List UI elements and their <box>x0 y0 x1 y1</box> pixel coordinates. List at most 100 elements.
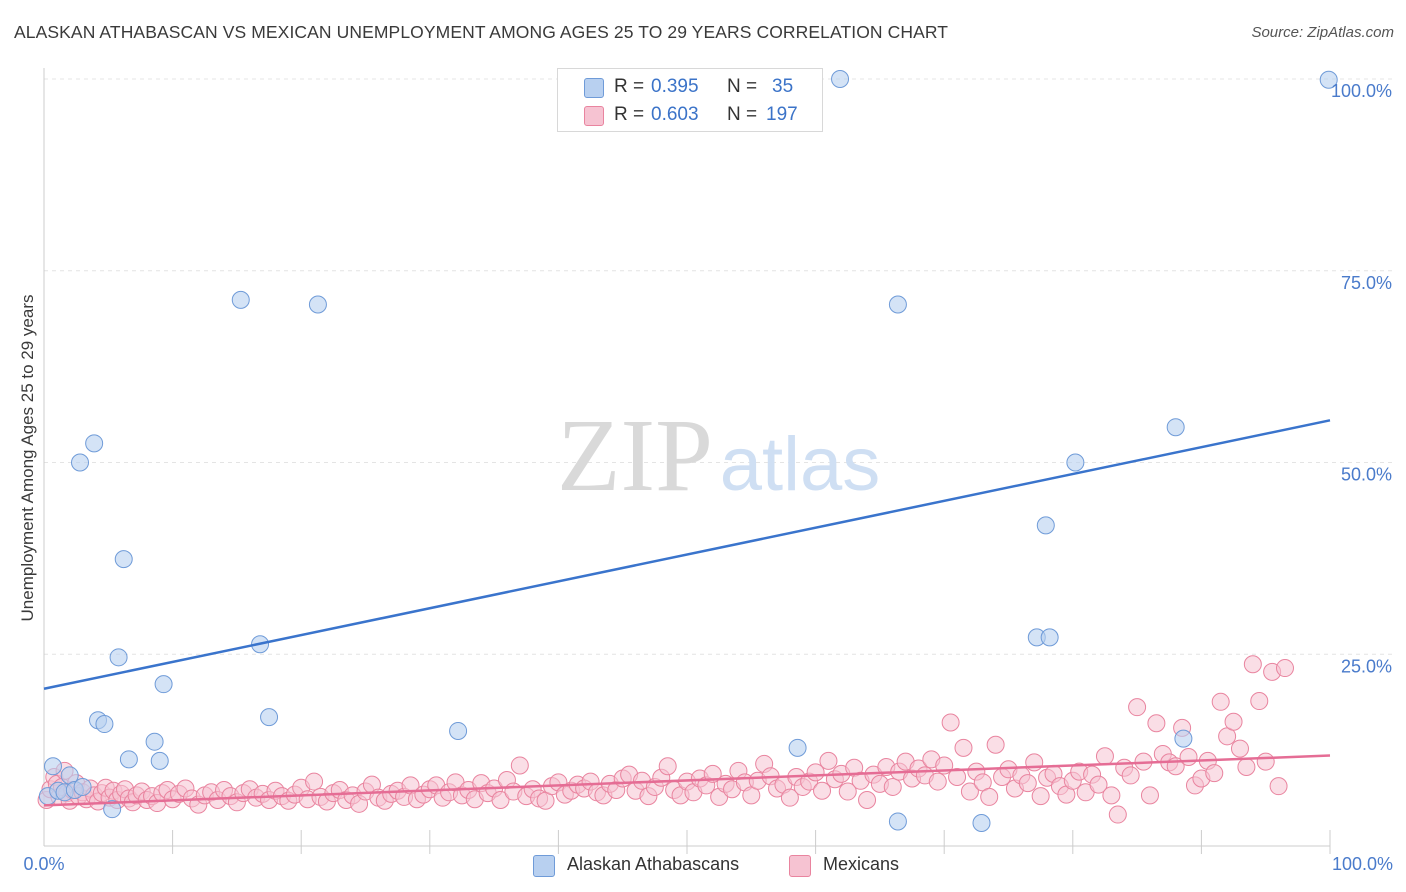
mexicans-point <box>1224 712 1243 731</box>
mexicans-point <box>658 757 677 776</box>
mexicans-point <box>1179 748 1198 767</box>
alaskan-athabascans-point <box>231 290 250 309</box>
watermark-zip: ZIP <box>557 398 713 513</box>
mexicans-trend-line <box>43 754 1331 807</box>
r-label: R = <box>614 104 645 125</box>
mexicans-point <box>1250 692 1269 711</box>
chart-title: ALASKAN ATHABASCAN VS MEXICAN UNEMPLOYME… <box>14 22 949 42</box>
x-tick-label: 100.0% <box>1332 854 1393 874</box>
zipatlas-watermark: ZIP atlas <box>557 398 880 513</box>
alaskan-athabascans-point <box>109 648 128 667</box>
mexicans-point <box>1275 659 1294 678</box>
mexicans-point <box>1237 757 1256 776</box>
alaskan-athabascans-point <box>73 777 92 796</box>
mexicans-point <box>491 790 510 809</box>
mexicans-point <box>1102 786 1121 805</box>
mexicans-point <box>510 756 529 775</box>
mexicans-point <box>1095 747 1114 766</box>
mexicans-point <box>1205 764 1224 783</box>
r-value: 0.395 <box>651 76 699 97</box>
n-value: 35 <box>772 76 794 97</box>
mexicans-point <box>1269 777 1288 796</box>
alaskan-athabascans-point <box>788 738 807 757</box>
y-tick-label: 75.0% <box>1341 273 1392 293</box>
y-tick-label: 50.0% <box>1341 465 1392 485</box>
alaskan-athabascans-point <box>1319 70 1338 89</box>
mexicans-point <box>986 735 1005 754</box>
mexicans-point <box>1108 805 1127 824</box>
alaskan-athabascans-point <box>119 750 138 769</box>
n-label: N = <box>727 76 758 97</box>
mexicans-point <box>1140 786 1159 805</box>
alaskan-athabascans-point <box>145 732 164 751</box>
correlation-stats-box: R = 0.395 N = 35 R = 0.603 N = 197 <box>557 68 823 132</box>
alaskan-athabascans-point <box>831 70 850 88</box>
mexicans-point <box>1018 774 1037 793</box>
mexicans-point <box>980 787 999 806</box>
alaskan-athabascans-point <box>1166 418 1185 437</box>
mexicans-point <box>928 772 947 791</box>
y-tick-label: 25.0% <box>1341 656 1392 676</box>
legend-label: Alaskan Athabascans <box>567 854 740 874</box>
mexicans-points <box>37 655 1294 824</box>
axes <box>43 68 1331 854</box>
r-label: R = <box>614 76 645 97</box>
alaskan-athabascans-point <box>114 550 133 569</box>
mexicans-point <box>858 790 877 809</box>
mexicans-point <box>1031 787 1050 806</box>
alaskan-athabascans-point <box>449 721 468 740</box>
alaskan-athabascans-point <box>1174 729 1193 748</box>
legend-swatch-blue <box>533 855 555 877</box>
mexicans-point <box>1121 766 1140 785</box>
alaskan-athabascans-point <box>71 453 90 472</box>
alaskan-athabascans-point <box>308 295 327 314</box>
n-label: N = <box>727 104 758 125</box>
mexicans-point <box>1230 739 1249 758</box>
stats-row-alaskan-athabascans: R = 0.395 N = 35 <box>558 72 822 100</box>
mexicans-point <box>1089 775 1108 794</box>
mexicans-point <box>780 788 799 807</box>
mexicans-point <box>838 782 857 801</box>
gridlines <box>44 78 1392 655</box>
mexicans-point <box>1147 714 1166 733</box>
legend-swatch-pink <box>789 855 811 877</box>
mexicans-point <box>819 751 838 770</box>
mexicans-point <box>941 713 960 732</box>
watermark-atlas: atlas <box>720 422 881 507</box>
stats-swatch-pink <box>584 106 604 126</box>
mexicans-point <box>1256 752 1275 771</box>
alaskan-athabascans-point <box>44 757 63 776</box>
alaskan-athabascans-point <box>103 800 122 819</box>
mexicans-point <box>954 738 973 757</box>
mexicans-point <box>883 777 902 796</box>
alaskan-athabascans-point <box>1036 516 1055 535</box>
mexicans-point <box>813 781 832 800</box>
alaskan-athabascans-point <box>888 295 907 314</box>
alaskan-athabascans-point <box>85 434 104 453</box>
alaskan-athabascans-point <box>150 751 169 770</box>
mexicans-point <box>305 772 324 791</box>
stats-row-mexicans: R = 0.603 N = 197 <box>558 100 822 128</box>
mexicans-point <box>1243 655 1262 674</box>
y-tick-label: 100.0% <box>1331 81 1392 101</box>
alaskan-athabascans-trend-line <box>43 419 1331 690</box>
mexicans-point <box>960 782 979 801</box>
alaskan-athabascans-point <box>95 715 114 734</box>
alaskan-athabascans-point <box>1066 453 1085 472</box>
alaskan-athabascans-point <box>1040 628 1059 647</box>
n-value: 197 <box>766 104 798 125</box>
x-tick-label: 0.0% <box>23 854 64 874</box>
alaskan-athabascans-point <box>888 812 907 831</box>
stats-swatch-blue <box>584 78 604 98</box>
mexicans-point <box>948 767 967 786</box>
mexicans-point <box>1128 698 1147 717</box>
trend-lines <box>43 419 1331 807</box>
alaskan-athabascans-point <box>154 675 173 694</box>
tick-labels: 25.0% 50.0% 75.0% 100.0% 0.0% 100.0% <box>23 81 1393 874</box>
alaskan-athabascans-point <box>972 813 991 832</box>
source-credit: Source: ZipAtlas.com <box>1251 24 1394 41</box>
alaskan-athabascans-points <box>38 70 1338 832</box>
legend-label: Mexicans <box>823 854 900 874</box>
r-value: 0.603 <box>651 104 699 125</box>
